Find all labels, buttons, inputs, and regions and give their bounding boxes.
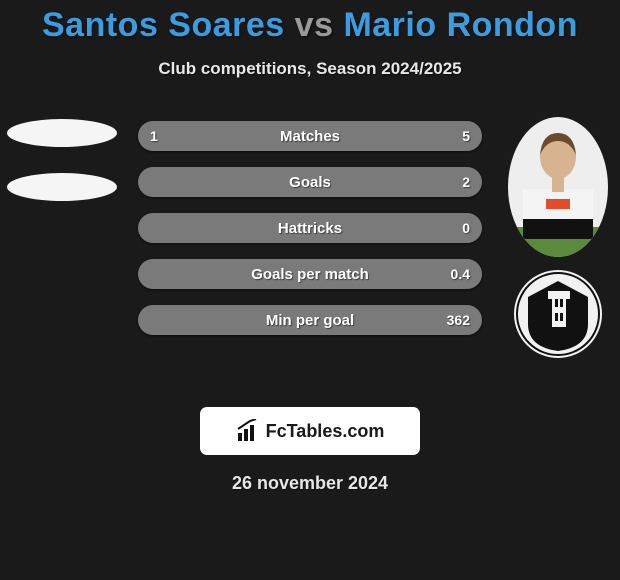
stat-row-goals: Goals 2 [138,167,482,197]
branding-text: FcTables.com [266,421,385,442]
stat-right-value: 2 [462,167,470,197]
club-badge-icon [508,269,608,359]
player2-portrait [508,117,608,257]
player2-column [498,117,618,359]
page-title: Santos Soares vs Mario Rondon [0,0,620,45]
stat-row-matches: 1 Matches 5 [138,121,482,151]
stat-right-value: 362 [447,305,470,335]
player1-name: Santos Soares [42,6,285,44]
stat-label: Hattricks [138,213,482,243]
player2-club-badge [508,269,608,359]
stat-label: Goals per match [138,259,482,289]
portrait-icon [508,117,608,257]
subtitle: Club competitions, Season 2024/2025 [0,59,620,79]
stat-row-hattricks: Hattricks 0 [138,213,482,243]
vs-separator: vs [295,6,334,44]
player2-name: Mario Rondon [343,6,578,44]
player1-portrait-placeholder [7,119,117,147]
stat-row-min-per-goal: Min per goal 362 [138,305,482,335]
compare-panel: 1 Matches 5 Goals 2 Hattricks 0 Goals pe… [0,117,620,377]
stat-right-value: 0 [462,213,470,243]
stat-row-goals-per-match: Goals per match 0.4 [138,259,482,289]
date-line: 26 november 2024 [0,473,620,494]
stat-label: Goals [138,167,482,197]
player1-column [2,117,122,227]
stat-bars: 1 Matches 5 Goals 2 Hattricks 0 Goals pe… [138,121,482,351]
branding-box: FcTables.com [200,407,420,455]
player1-club-placeholder [7,173,117,201]
bar-chart-icon [236,419,260,443]
stat-right-value: 0.4 [451,259,470,289]
stat-label: Matches [138,121,482,151]
stat-right-value: 5 [462,121,470,151]
stat-label: Min per goal [138,305,482,335]
